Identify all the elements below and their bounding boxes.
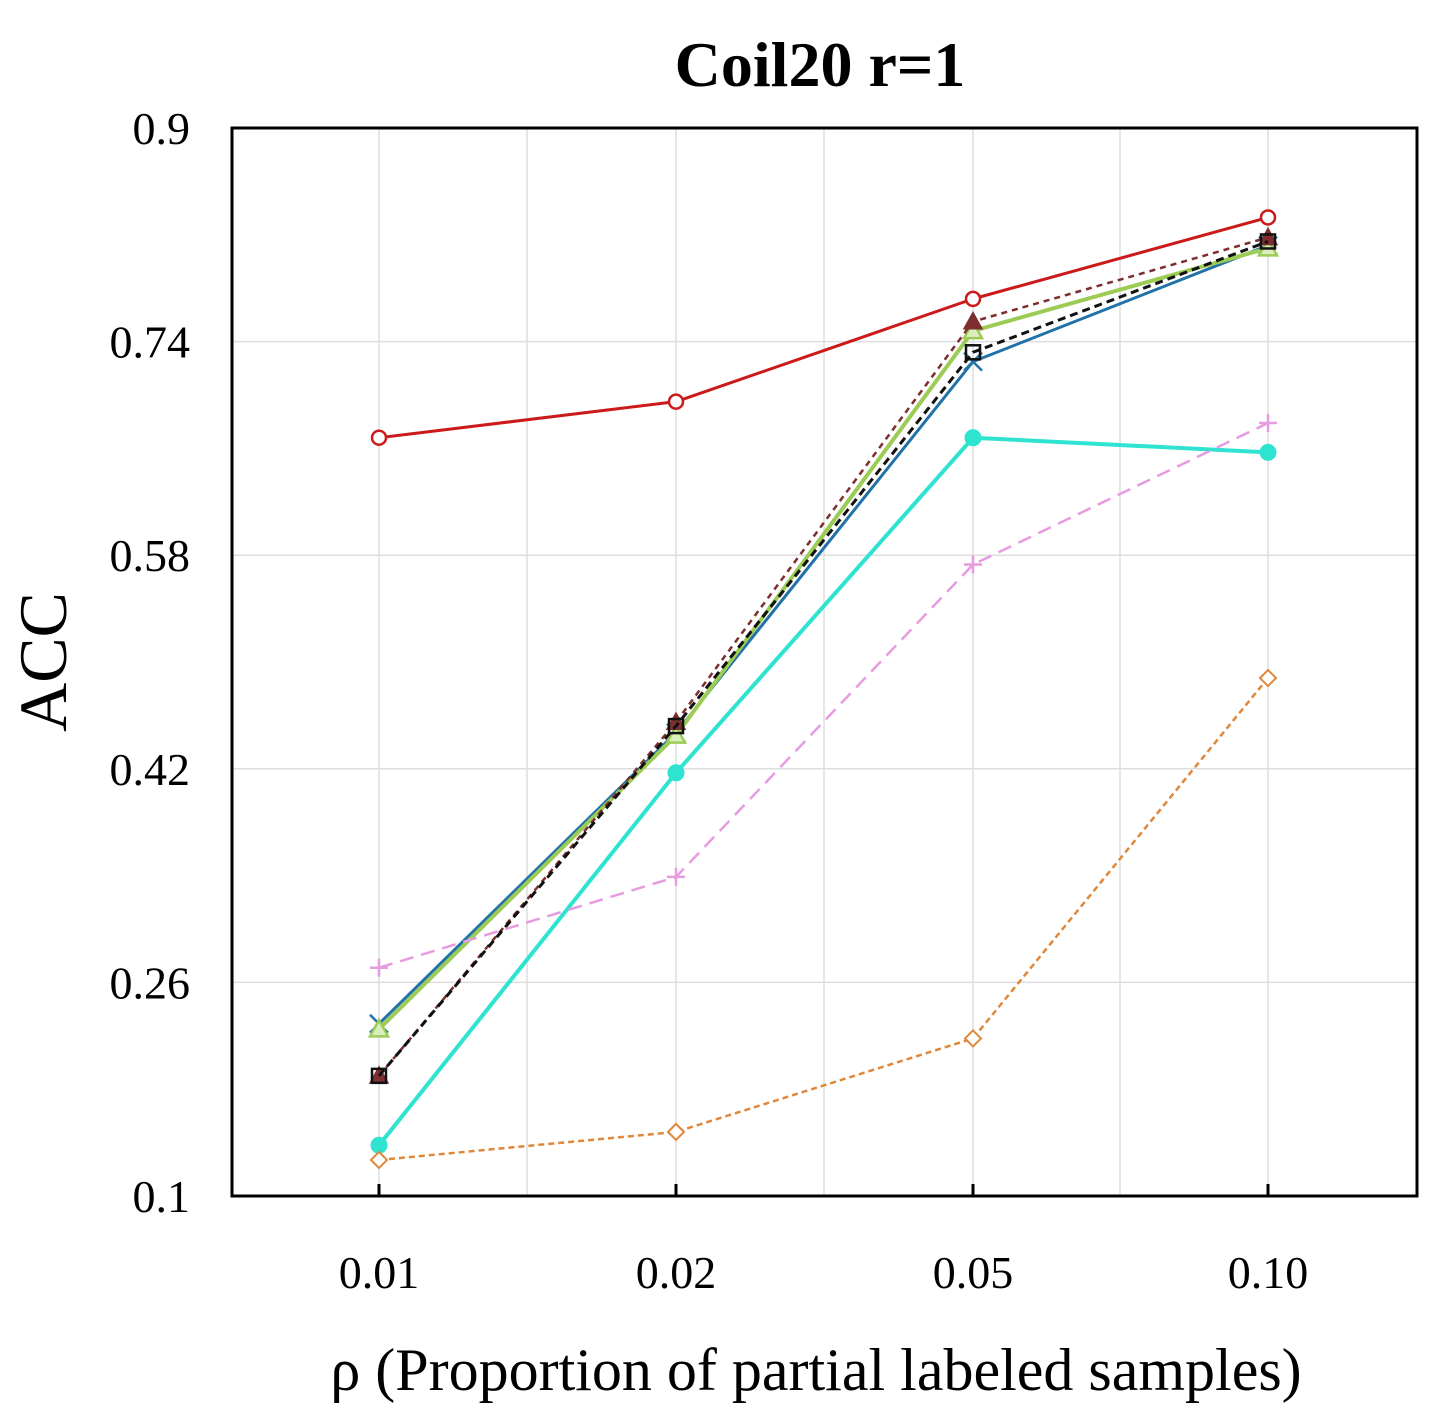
data-point: [370, 1067, 388, 1085]
data-point: [667, 393, 685, 410]
series-line: [378, 421, 1269, 969]
series-line: [377, 240, 1269, 1077]
series-8: [369, 668, 1278, 1170]
x-axis-label: ρ (Proportion of partial labeled samples…: [330, 1337, 1301, 1403]
data-point: [370, 429, 388, 446]
series-line: [378, 677, 1269, 1162]
series-7: [370, 414, 1277, 977]
x-tick-label: 0.10: [1228, 1247, 1309, 1298]
axis-ticks: 0.1 0.26 0.42 0.58 0.74 0.9 0.01 0.02 0.05 0.10: [110, 103, 1309, 1298]
series-5: [370, 233, 1277, 1085]
series-group: [367, 209, 1280, 1170]
data-point: [665, 711, 687, 731]
series-line: [378, 236, 1269, 1077]
series-6: [370, 429, 1277, 1154]
data-point: [963, 1029, 983, 1048]
data-point: [1259, 414, 1277, 433]
data-point: [370, 958, 388, 977]
series-line: [378, 215, 1269, 440]
data-point: [367, 1017, 391, 1038]
series-1: [370, 209, 1277, 446]
x-tick-label: 0.01: [339, 1247, 420, 1298]
series-line: [377, 244, 1269, 1025]
data-point: [666, 1122, 686, 1142]
data-point: [964, 429, 982, 447]
data-point: [964, 290, 982, 308]
y-tick-label: 0.42: [110, 744, 191, 795]
data-point: [1259, 443, 1277, 461]
chart-title: Coil20 r=1: [675, 29, 966, 100]
data-point: [964, 555, 982, 574]
grid: [232, 127, 1417, 1197]
data-point: [369, 1150, 389, 1170]
data-point: [1259, 233, 1277, 250]
data-point: [964, 344, 982, 361]
y-tick-label: 0.74: [110, 317, 191, 368]
series-line: [377, 435, 1269, 1147]
series-3: [367, 236, 1280, 1038]
data-point: [962, 311, 984, 330]
y-tick-label: 0.1: [133, 1171, 191, 1222]
y-axis-label: ACC: [5, 592, 81, 732]
plot-frame: [230, 126, 1419, 1198]
data-point: [667, 867, 685, 886]
data-point: [664, 723, 688, 744]
x-tick-label: 0.02: [636, 1247, 717, 1298]
data-point: [1257, 226, 1279, 246]
y-tick-label: 0.9: [133, 103, 191, 154]
data-point: [1259, 209, 1277, 226]
data-point: [667, 717, 685, 735]
data-point: [961, 319, 985, 340]
y-tick-label: 0.26: [110, 957, 191, 1008]
data-point: [667, 764, 685, 782]
series-line: [377, 246, 1269, 1031]
data-point: [1258, 668, 1278, 688]
y-tick-label: 0.58: [110, 530, 191, 581]
x-tick-label: 0.05: [933, 1247, 1014, 1298]
